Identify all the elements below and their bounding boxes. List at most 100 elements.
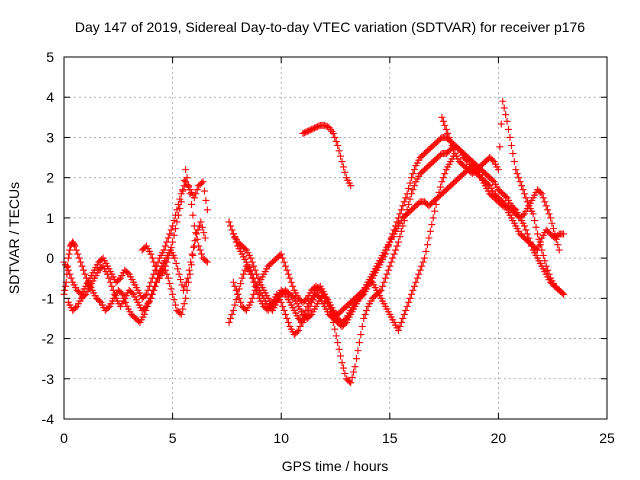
data-point xyxy=(277,250,285,258)
data-point xyxy=(535,242,543,250)
data-point xyxy=(201,234,209,242)
data-point xyxy=(522,226,530,234)
data-point xyxy=(541,257,549,265)
data-point xyxy=(360,314,368,322)
x-tick-label: 10 xyxy=(273,430,289,446)
data-point xyxy=(335,345,343,353)
data-point xyxy=(494,166,502,174)
data-point xyxy=(183,286,191,294)
data-point xyxy=(339,163,347,171)
data-point xyxy=(447,137,455,145)
data-point xyxy=(286,274,294,282)
data-point xyxy=(525,234,533,242)
data-point xyxy=(75,254,83,262)
data-point xyxy=(315,122,323,130)
data-point xyxy=(512,166,520,174)
data-point xyxy=(523,198,531,206)
data-point xyxy=(425,234,433,242)
data-point xyxy=(63,270,71,278)
data-point xyxy=(436,151,444,159)
data-point xyxy=(65,250,73,258)
data-point xyxy=(141,304,149,312)
data-point xyxy=(408,290,416,298)
data-point xyxy=(502,192,510,200)
data-point xyxy=(334,339,342,347)
data-point xyxy=(241,266,249,274)
y-tick-labels: -4 -3 -2 -1 0 1 2 3 4 5 xyxy=(42,49,55,427)
data-point xyxy=(406,294,414,302)
data-point xyxy=(170,217,178,225)
data-point xyxy=(167,243,175,251)
data-point xyxy=(441,121,449,129)
data-point xyxy=(421,254,429,262)
data-point xyxy=(141,243,149,251)
data-point xyxy=(528,242,536,250)
data-point xyxy=(150,286,158,294)
data-point xyxy=(284,270,292,278)
data-point xyxy=(419,258,427,266)
data-point xyxy=(248,294,256,302)
data-point xyxy=(558,289,566,297)
data-point xyxy=(536,241,544,249)
data-point xyxy=(64,262,72,270)
data-point xyxy=(241,305,249,313)
data-point xyxy=(80,266,88,274)
data-point xyxy=(61,282,69,290)
data-point xyxy=(227,314,235,322)
data-point xyxy=(352,355,360,363)
data-point xyxy=(186,190,194,198)
data-point xyxy=(315,293,323,301)
data-point xyxy=(299,129,307,137)
data-point xyxy=(396,322,404,330)
data-point xyxy=(254,274,262,282)
data-point xyxy=(192,230,200,238)
y-tick-label: -2 xyxy=(42,331,55,347)
data-point xyxy=(82,274,90,282)
data-point xyxy=(394,327,402,335)
data-point xyxy=(522,194,530,202)
x-tick-label: 20 xyxy=(491,430,507,446)
data-point xyxy=(538,246,546,254)
data-point xyxy=(198,223,206,231)
data-point xyxy=(529,210,537,218)
x-tick-label: 0 xyxy=(60,430,68,446)
data-point xyxy=(406,179,414,187)
series-track-d xyxy=(138,166,211,282)
data-point xyxy=(438,113,446,121)
data-point xyxy=(516,178,524,186)
data-point xyxy=(448,141,456,149)
data-point xyxy=(303,127,311,135)
data-point xyxy=(66,246,74,254)
data-point xyxy=(109,286,117,294)
data-point xyxy=(171,301,179,309)
data-point xyxy=(560,230,568,238)
data-point xyxy=(202,257,210,265)
data-point xyxy=(300,129,308,137)
data-point xyxy=(312,123,320,131)
data-point xyxy=(190,243,198,251)
data-point xyxy=(335,147,343,155)
data-point xyxy=(163,270,171,278)
data-point xyxy=(390,250,398,258)
data-point xyxy=(164,274,172,282)
data-point xyxy=(315,285,323,293)
data-point xyxy=(277,298,285,306)
data-point xyxy=(500,104,508,112)
data-point xyxy=(240,270,248,278)
data-point xyxy=(548,219,556,227)
x-tick-label: 25 xyxy=(599,430,615,446)
data-point xyxy=(520,222,528,230)
data-point xyxy=(408,174,416,182)
data-point xyxy=(189,251,197,259)
data-point xyxy=(536,188,544,196)
data-point xyxy=(170,296,178,304)
data-point xyxy=(439,174,447,182)
data-point xyxy=(183,174,191,182)
data-point xyxy=(237,298,245,306)
data-point xyxy=(332,332,340,340)
data-point xyxy=(282,262,290,270)
data-point xyxy=(436,135,444,143)
data-point xyxy=(518,182,526,190)
data-point xyxy=(289,282,297,290)
